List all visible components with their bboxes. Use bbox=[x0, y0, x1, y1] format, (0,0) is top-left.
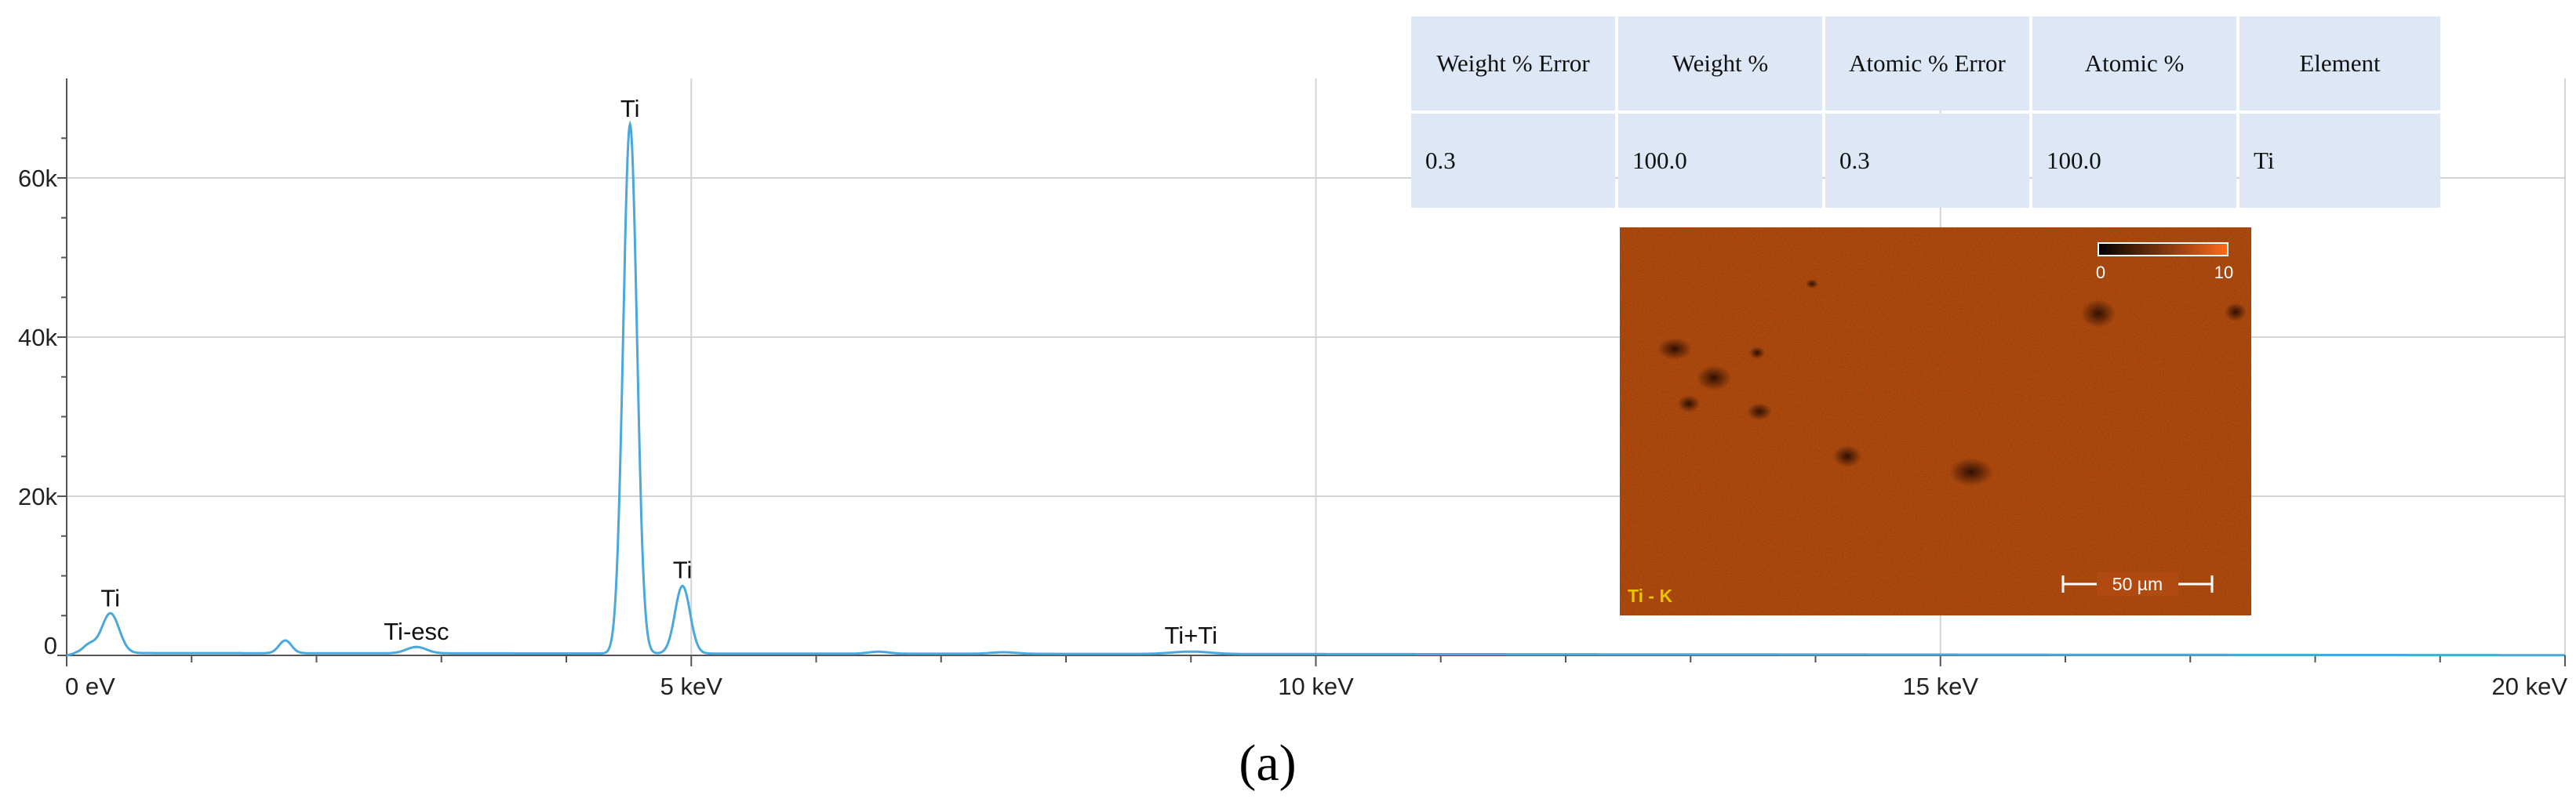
dark-spot bbox=[1806, 279, 1818, 289]
dark-spot bbox=[1949, 458, 1993, 486]
scale-min-label: 0 bbox=[2096, 263, 2105, 282]
dark-spot bbox=[1749, 347, 1765, 359]
table-header-cell: Weight % bbox=[1618, 16, 1822, 111]
x-tick-label: 10 keV bbox=[1278, 673, 1354, 700]
spectrum-series-line bbox=[66, 120, 2565, 657]
map-element-label: Ti - K bbox=[1628, 586, 1672, 606]
dark-spot bbox=[1833, 445, 1861, 467]
peak-annotations: Ti Ti-esc Ti Ti Ti+Ti bbox=[100, 95, 1217, 649]
scale-max-label: 10 bbox=[2214, 263, 2233, 282]
table-header-cell: Weight % Error bbox=[1411, 16, 1615, 111]
intensity-scale-bar bbox=[2098, 242, 2229, 256]
map-background bbox=[1620, 227, 2251, 615]
table-cell: Ti bbox=[2239, 114, 2440, 208]
x-tick-label: 5 keV bbox=[660, 673, 723, 700]
quantification-table: Weight % Error Weight % Atomic % Error Atom… bbox=[1408, 13, 2443, 211]
peak-label: Ti bbox=[100, 584, 120, 611]
table-cell: 100.0 bbox=[2032, 114, 2236, 208]
table-body: 0.3 100.0 0.3 100.0 Ti bbox=[1411, 114, 2440, 208]
element-map-inset: 0 10 50 µm Ti - K bbox=[1620, 227, 2251, 615]
length-scale-bar bbox=[2061, 572, 2214, 596]
dark-spot bbox=[1697, 365, 1731, 390]
y-tick-label: 0 bbox=[44, 632, 57, 659]
x-tick-label: 15 keV bbox=[1902, 673, 1978, 700]
dark-spots bbox=[1657, 279, 2247, 486]
x-tick-label: 0 eV bbox=[65, 673, 115, 700]
dark-spot bbox=[1747, 403, 1772, 420]
table-header-row: Weight % Error Weight % Atomic % Error Atom… bbox=[1411, 16, 2440, 111]
table-header-cell: Element bbox=[2239, 16, 2440, 111]
dark-spot bbox=[2081, 299, 2116, 328]
panel-label: (a) bbox=[1239, 735, 1296, 792]
table-row: 0.3 100.0 0.3 100.0 Ti bbox=[1411, 114, 2440, 208]
table-cell: 0.3 bbox=[1411, 114, 1615, 208]
ti-k-element-map: 0 10 50 µm Ti - K bbox=[1620, 227, 2251, 615]
length-scale-label: 50 µm bbox=[2112, 574, 2163, 594]
table-header-cell: Atomic % Error bbox=[1825, 16, 2029, 111]
dark-spot bbox=[1678, 395, 1700, 412]
tick-labels: 0 eV 5 keV 10 keV 15 keV 20 keV 0 20k 40k 60k bbox=[18, 165, 2567, 700]
table-header-cell: Atomic % bbox=[2032, 16, 2236, 111]
table-cell: 100.0 bbox=[1618, 114, 1822, 208]
x-tick-label: 20 keV bbox=[2491, 673, 2567, 700]
peak-label: Ti bbox=[673, 557, 693, 584]
peak-label: Ti-esc bbox=[384, 618, 449, 645]
dark-spot bbox=[1657, 338, 1692, 360]
dark-spot bbox=[2225, 303, 2247, 321]
table-cell: 0.3 bbox=[1825, 114, 2029, 208]
peak-label: Ti+Ti bbox=[1165, 622, 1217, 649]
y-tick-label: 40k bbox=[18, 324, 57, 351]
y-tick-label: 20k bbox=[18, 483, 57, 510]
y-tick-label: 60k bbox=[18, 165, 57, 192]
peak-label: Ti bbox=[620, 95, 640, 122]
